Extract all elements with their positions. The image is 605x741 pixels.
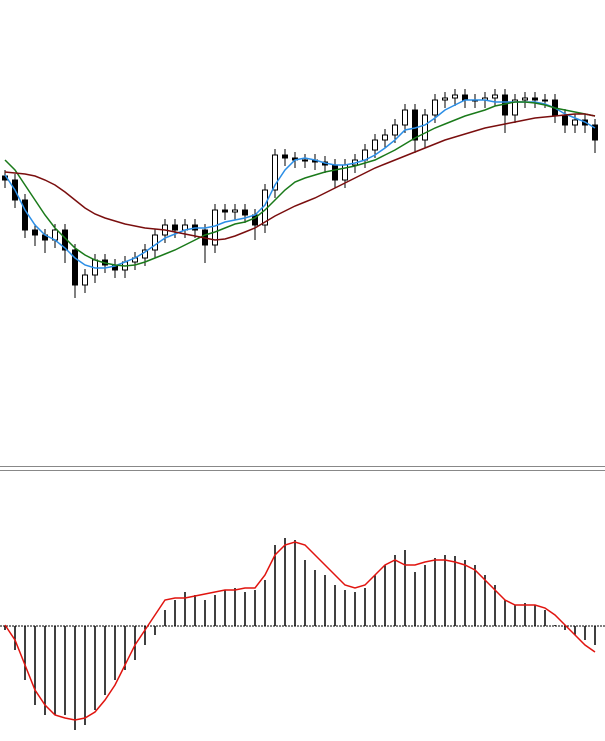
histogram-bar [404, 550, 406, 626]
histogram-bar [54, 626, 56, 715]
histogram-bar [574, 626, 576, 635]
candle-body [332, 164, 338, 181]
candle-body [382, 134, 388, 141]
histogram-bar [564, 626, 566, 630]
histogram-bar [284, 538, 286, 626]
histogram-bar [114, 626, 116, 680]
indicator-line [4, 541, 596, 721]
histogram-bar [534, 605, 536, 626]
histogram-bar [424, 565, 426, 626]
candle-body [532, 97, 538, 101]
histogram-bar [174, 600, 176, 626]
histogram-bar [134, 626, 136, 660]
candle-body [402, 109, 408, 126]
candle-body [302, 159, 308, 162]
candle-body [592, 124, 598, 141]
histogram-bar [74, 626, 76, 730]
histogram-bar [544, 610, 546, 626]
histogram-bar [94, 626, 96, 710]
histogram-bar [484, 575, 486, 626]
histogram-bar [214, 595, 216, 626]
indicator-line [4, 113, 596, 241]
histogram-bar [84, 626, 86, 725]
histogram-bar [184, 592, 186, 626]
histogram-bar [494, 585, 496, 626]
histogram-bar [24, 626, 26, 680]
histogram-bar [124, 626, 126, 670]
histogram-bar [434, 558, 436, 626]
histogram-bar [414, 572, 416, 626]
histogram-bar [234, 588, 236, 626]
histogram-bar [244, 592, 246, 626]
candle-body [452, 94, 458, 99]
histogram-bar [554, 625, 556, 626]
histogram-bar [144, 626, 146, 645]
histogram-bar [514, 605, 516, 626]
candle-body [32, 229, 38, 236]
histogram-bar [524, 603, 526, 626]
histogram-bar [594, 626, 596, 645]
candle-body [372, 139, 378, 151]
candle-body [442, 97, 448, 101]
histogram-bar [44, 626, 46, 715]
histogram-bar [474, 565, 476, 626]
indicator-line [4, 101, 596, 267]
histogram-bar [194, 595, 196, 626]
histogram-bar [344, 590, 346, 626]
histogram-bar [254, 590, 256, 626]
histogram-bar [374, 575, 376, 626]
histogram-bar [454, 556, 456, 626]
candle-body [512, 99, 518, 116]
histogram-bar [384, 565, 386, 626]
histogram-bar [14, 626, 16, 650]
histogram-bar [504, 600, 506, 626]
candle-body [152, 234, 158, 251]
histogram-bar [34, 626, 36, 705]
histogram-bar [304, 560, 306, 626]
histogram-bar [364, 588, 366, 626]
candle-body [212, 209, 218, 246]
candle-body [82, 274, 88, 286]
histogram-bar [264, 580, 266, 626]
histogram-bar [64, 626, 66, 715]
histogram-bar [444, 555, 446, 626]
candle-body [72, 249, 78, 286]
candle-body [222, 209, 228, 213]
candle-body [242, 209, 248, 216]
histogram-bar [204, 600, 206, 626]
histogram-bar [334, 585, 336, 626]
histogram-bar [314, 570, 316, 626]
indicator-line [4, 99, 596, 269]
candle-body [392, 124, 398, 136]
histogram-bar [4, 626, 6, 630]
candle-body [412, 109, 418, 141]
candle-body [432, 99, 438, 116]
candle-body [492, 94, 498, 99]
candle-body [522, 97, 528, 101]
candle-body [172, 224, 178, 231]
histogram-bar [164, 610, 166, 626]
candle-body [282, 154, 288, 159]
candle-body [422, 114, 428, 141]
histogram-bar [104, 626, 106, 695]
histogram-bar [294, 540, 296, 626]
candle-body [232, 209, 238, 213]
candle-body [272, 154, 278, 191]
histogram-bar [224, 590, 226, 626]
histogram-bar [464, 560, 466, 626]
histogram-bar [274, 545, 276, 626]
candle-body [572, 119, 578, 126]
candle-body [542, 99, 548, 102]
candle-body [562, 114, 568, 126]
histogram-bar [394, 555, 396, 626]
histogram-bar [324, 575, 326, 626]
histogram-bar [584, 626, 586, 640]
histogram-bar [154, 626, 156, 635]
candle-body [22, 199, 28, 231]
histogram-bar [354, 592, 356, 626]
